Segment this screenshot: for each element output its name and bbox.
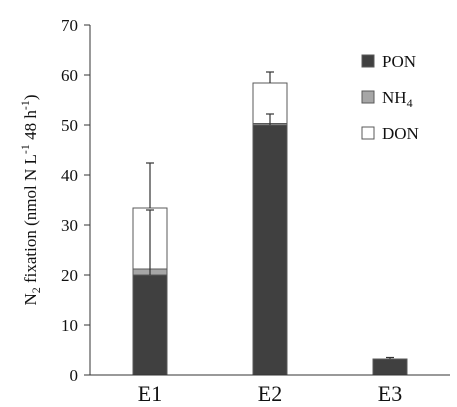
bar-pon-e2 [252,124,288,376]
y-axis-title-part: fixation (nmol N L [21,154,40,287]
y-axis-title-part: N [21,293,40,305]
legend-label-text: DON [382,124,419,143]
y-axis-title-subscript: 2 [29,287,43,293]
y-tick-label: 50 [61,116,78,135]
x-tick-label: E2 [258,381,282,406]
y-axis-title: N2 fixation (nmol N L-1 48 h-1) [18,94,43,305]
y-tick-label: 10 [61,316,78,335]
y-tick-label: 70 [61,16,78,35]
legend-label-don: DON [382,124,419,143]
x-tick-label: E3 [378,381,402,406]
legend-swatch-nh [361,90,375,104]
legend-label-subscript: 4 [407,96,413,110]
y-axis-title-superscript: -1 [18,144,32,154]
y-tick-label: 20 [61,266,78,285]
y-tick-label: 60 [61,66,78,85]
legend-label-text: NH [382,88,407,107]
y-tick-label: 40 [61,166,78,185]
error-bars [146,71,394,359]
legend-label-nh: NH4 [382,88,413,110]
y-tick-label: 30 [61,216,78,235]
x-axis: E1 E2 E3 [90,374,450,406]
y-axis: 0 10 20 30 40 50 60 70 [61,16,91,385]
y-axis-title-superscript: -1 [18,100,32,110]
legend-swatch-don [361,126,375,140]
y-axis-title-part: ) [21,94,40,100]
y-tick-label: 0 [70,366,79,385]
y-axis-label: N2 fixation (nmol N L-1 48 h-1) [18,94,43,305]
bar-pon-e3 [372,358,408,376]
legend: PON NH4 DON [361,52,419,143]
legend-swatch-pon [361,54,375,68]
bar-pon-e1 [132,274,168,376]
x-tick-label: E1 [138,381,162,406]
legend-label-pon: PON [382,52,416,71]
y-axis-title-part: 48 h [21,110,40,145]
legend-label-text: PON [382,52,416,71]
